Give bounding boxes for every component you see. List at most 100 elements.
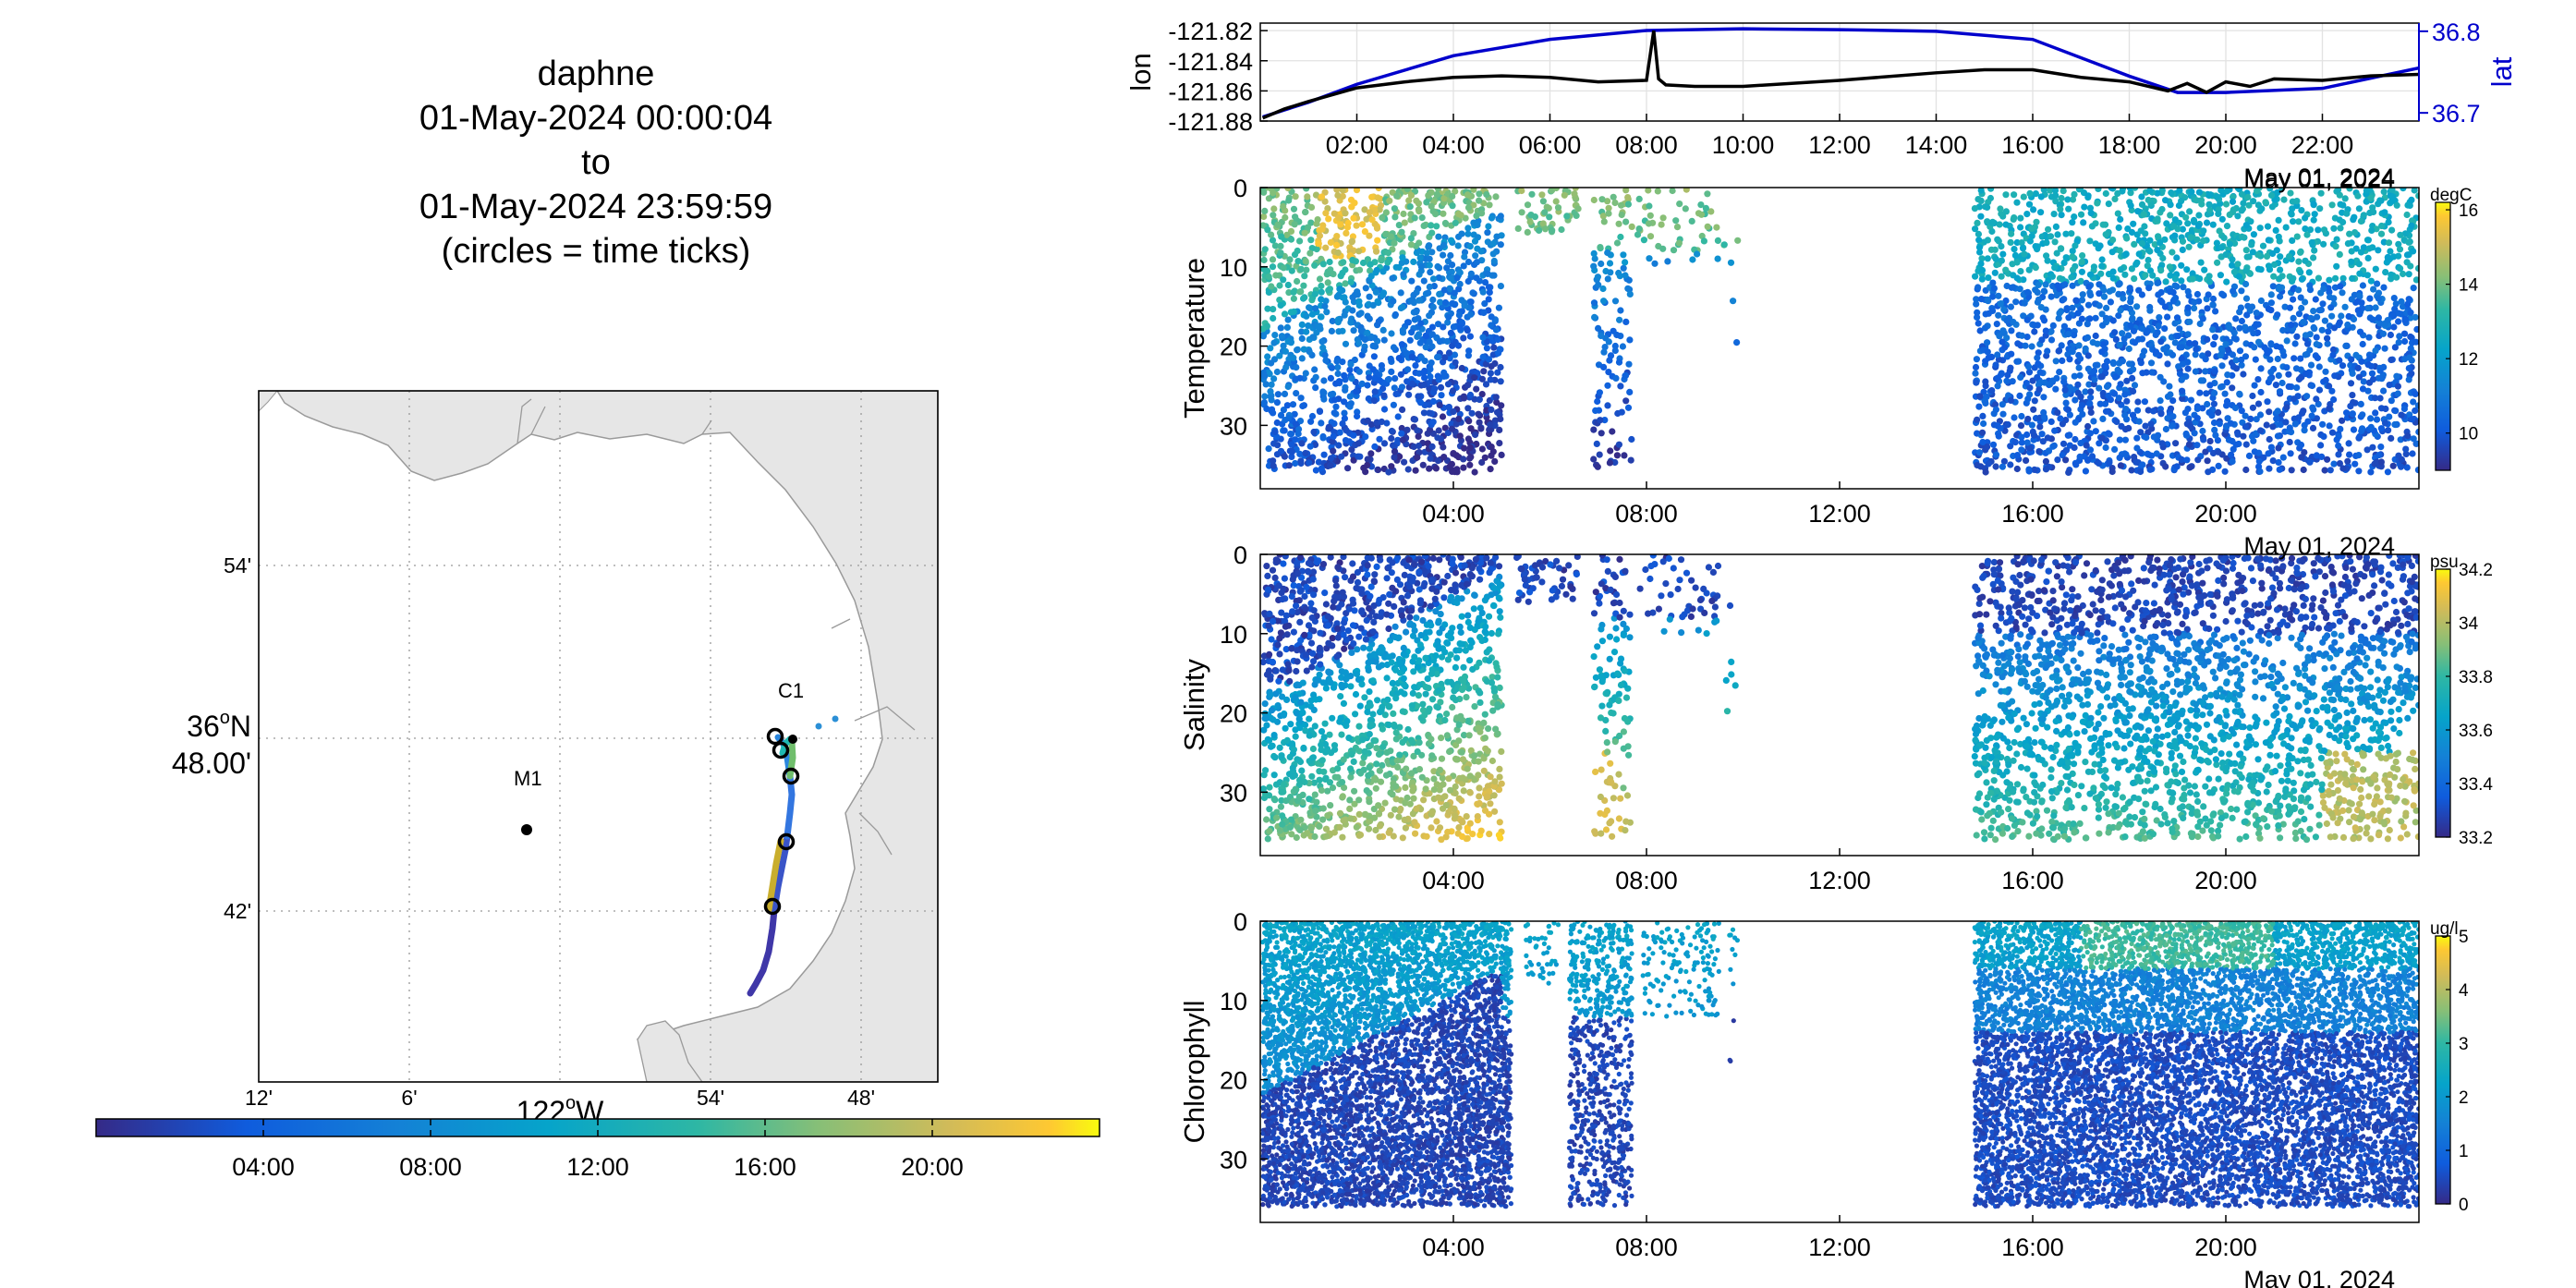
t-data-point	[1407, 235, 1415, 242]
t-data-point	[1308, 412, 1317, 420]
t-data-point	[1264, 305, 1271, 312]
t-data-point	[1379, 291, 1387, 298]
t-data-point	[1646, 255, 1653, 262]
t-data-point	[2223, 455, 2230, 462]
t-data-point	[2032, 264, 2039, 272]
t-data-point	[1435, 233, 1442, 240]
t-data-point	[1260, 213, 1268, 221]
t-data-point	[1604, 382, 1611, 389]
s-data-point	[1266, 784, 1273, 791]
t-data-point	[1358, 221, 1367, 228]
t-data-point	[1360, 464, 1367, 472]
t-data-point	[2290, 355, 2298, 362]
s-data-point	[1399, 708, 1406, 715]
t-data-point	[1443, 264, 1451, 272]
t-data-point	[2400, 188, 2407, 192]
t-data-point	[1448, 237, 1455, 244]
t-data-point	[2152, 348, 2160, 356]
t-data-point	[1992, 361, 1999, 369]
station-m1-marker	[521, 824, 532, 835]
t-data-point	[1619, 343, 1626, 350]
t-data-point	[1999, 250, 2007, 258]
t-data-point	[2138, 240, 2146, 248]
t-data-point	[2062, 254, 2070, 261]
t-data-point	[2283, 337, 2290, 345]
t-data-point	[1331, 409, 1338, 417]
t-data-point	[2205, 200, 2213, 208]
t-data-point	[2135, 286, 2143, 294]
t-data-point	[1606, 459, 1613, 467]
t-data-point	[2406, 354, 2413, 361]
t-data-point	[1468, 409, 1476, 417]
t-data-point	[1625, 276, 1633, 284]
t-data-point	[1405, 391, 1413, 398]
map-lon-tick-12: 12'	[245, 1086, 273, 1110]
t-data-point	[1978, 266, 1987, 274]
t-data-point	[2322, 376, 2329, 384]
t-data-point	[1539, 220, 1547, 227]
t-data-point	[2385, 427, 2392, 434]
t-data-point	[1360, 346, 1367, 354]
t-data-point	[1333, 241, 1341, 249]
t-data-point	[1478, 210, 1486, 217]
t-data-point	[2038, 336, 2046, 344]
t-data-point	[2310, 200, 2317, 208]
t-data-point	[2026, 384, 2034, 392]
t-data-point	[2130, 366, 2137, 373]
t-data-point	[2302, 298, 2309, 306]
t-data-point	[1727, 259, 1735, 266]
t-data-point	[2360, 378, 2367, 385]
t-data-point	[2010, 318, 2017, 326]
t-data-point	[1659, 245, 1667, 252]
t-data-point	[2398, 456, 2405, 463]
t-data-point	[2212, 431, 2219, 439]
t-data-point	[2306, 458, 2314, 466]
t-data-point	[2060, 440, 2068, 447]
t-data-point	[1470, 188, 1477, 193]
t-data-point	[2249, 392, 2256, 400]
s-data-point	[1291, 772, 1298, 779]
t-data-point	[2209, 221, 2217, 228]
t-data-point	[2230, 206, 2237, 213]
t-data-point	[2171, 275, 2179, 283]
t-data-point	[2408, 196, 2415, 203]
t-data-point	[1485, 223, 1492, 230]
t-data-point	[2066, 411, 2073, 419]
t-data-point	[2249, 249, 2256, 256]
t-data-point	[2357, 217, 2364, 225]
t-data-point	[2276, 466, 2283, 473]
t-data-point	[2120, 335, 2128, 343]
t-data-point	[2126, 285, 2133, 292]
t-data-point	[2277, 293, 2284, 300]
t-data-point	[2406, 201, 2413, 209]
t-data-point	[1448, 425, 1456, 432]
t-data-point	[2127, 189, 2134, 197]
t-data-point	[2171, 216, 2179, 224]
t-data-point	[2173, 254, 2181, 261]
t-data-point	[2157, 267, 2165, 274]
t-data-point	[2369, 376, 2377, 383]
t-data-point	[2382, 269, 2389, 276]
t-data-point	[2359, 340, 2366, 348]
t-data-point	[1417, 263, 1425, 271]
t-data-point	[2072, 435, 2079, 444]
t-data-point	[1331, 419, 1338, 428]
s-data-point	[1465, 732, 1473, 739]
t-data-point	[1296, 237, 1304, 245]
t-data-point	[2174, 333, 2181, 340]
t-data-point	[1414, 454, 1421, 461]
t-data-point	[2069, 196, 2077, 203]
t-data-point	[2053, 374, 2060, 382]
s-data-point	[1336, 809, 1344, 817]
t-data-point	[2280, 352, 2288, 359]
t-data-point	[1497, 283, 1504, 290]
lon-series-line	[1261, 30, 2419, 120]
t-data-point	[1991, 246, 1999, 253]
t-data-point	[2048, 273, 2056, 280]
t-data-point	[1269, 263, 1277, 271]
t-data-point	[1271, 332, 1279, 339]
t-data-point	[2103, 304, 2110, 311]
s-data-point	[1350, 758, 1357, 766]
t-data-point	[2286, 424, 2293, 431]
t-data-point	[1311, 290, 1318, 298]
